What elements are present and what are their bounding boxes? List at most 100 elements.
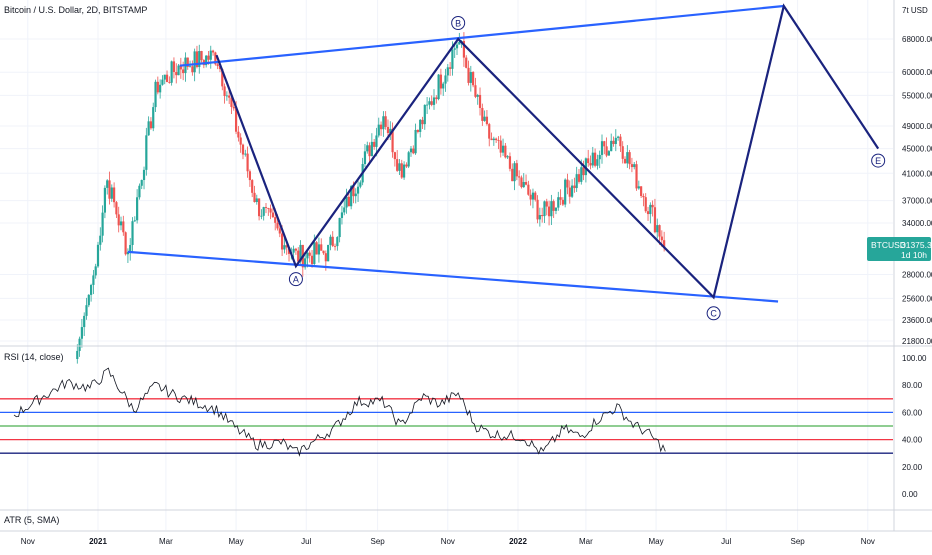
candle-body bbox=[99, 235, 102, 245]
candle-body bbox=[195, 51, 199, 68]
candle-body bbox=[283, 245, 286, 250]
candle-body bbox=[239, 137, 242, 145]
candle-body bbox=[527, 184, 530, 195]
candle-body bbox=[142, 169, 146, 181]
candle-body bbox=[660, 236, 663, 241]
badge-symbol: BTCUSD bbox=[871, 240, 906, 250]
candle-body bbox=[458, 41, 461, 45]
candle-body bbox=[552, 201, 555, 211]
candle-body bbox=[640, 186, 643, 196]
trendlines bbox=[127, 4, 784, 303]
candle-body bbox=[409, 148, 413, 153]
candle-body bbox=[545, 201, 548, 207]
candle-body bbox=[628, 152, 631, 165]
atr-label: ATR (5, SMA) bbox=[4, 515, 60, 525]
candle-body bbox=[626, 152, 629, 164]
candle-body bbox=[94, 266, 97, 276]
candle-body bbox=[338, 217, 341, 238]
candle-body bbox=[518, 176, 521, 178]
candle-body bbox=[191, 66, 194, 73]
candle-body bbox=[89, 284, 93, 295]
candle-body bbox=[414, 129, 417, 154]
candle-body bbox=[108, 180, 111, 199]
candle-body bbox=[131, 221, 134, 245]
rsi-tick-label: 40.00 bbox=[902, 436, 923, 445]
candle-body bbox=[603, 141, 606, 147]
candle-body bbox=[481, 107, 484, 121]
candle-body bbox=[529, 194, 532, 200]
candle-body bbox=[78, 338, 81, 351]
candle-body bbox=[113, 187, 116, 203]
candle-body bbox=[83, 315, 86, 328]
candle-body bbox=[237, 131, 240, 138]
candle-body bbox=[568, 187, 571, 197]
price-tick-label: 68000.00 bbox=[902, 35, 932, 44]
candle-body bbox=[274, 217, 277, 223]
candle-body bbox=[117, 214, 120, 226]
candle-body bbox=[402, 164, 406, 178]
candle-body bbox=[499, 140, 502, 153]
candle-body bbox=[336, 237, 339, 247]
candle-body bbox=[538, 215, 541, 220]
candle-body bbox=[469, 72, 472, 83]
candle-body bbox=[115, 202, 118, 215]
candle-body bbox=[476, 94, 479, 97]
candle-body bbox=[317, 244, 321, 255]
candle-body bbox=[140, 180, 143, 186]
candle-body bbox=[610, 140, 613, 152]
candle-body bbox=[455, 44, 459, 49]
price-tick-label: 37000.00 bbox=[902, 197, 932, 206]
candle-body bbox=[566, 179, 569, 188]
rsi-tick-label: 80.00 bbox=[902, 381, 923, 390]
candle-body bbox=[582, 167, 585, 176]
price-tick-label: 34000.00 bbox=[902, 219, 932, 228]
candle-body bbox=[520, 177, 523, 188]
candle-body bbox=[384, 116, 387, 127]
candle-body bbox=[449, 67, 452, 69]
candle-body bbox=[591, 152, 594, 166]
candle-body bbox=[186, 57, 189, 67]
candle-body bbox=[221, 69, 224, 87]
candle-body bbox=[327, 244, 330, 262]
candle-body bbox=[421, 119, 424, 125]
candle-body bbox=[589, 163, 592, 166]
candle-body bbox=[531, 192, 535, 200]
candle-body bbox=[400, 163, 403, 178]
candle-body bbox=[522, 182, 525, 188]
candle-body bbox=[87, 294, 90, 306]
candle-body bbox=[244, 153, 247, 155]
candle-body bbox=[366, 145, 369, 152]
candle-body bbox=[119, 221, 123, 226]
price-tick-label: 49000.00 bbox=[902, 122, 932, 131]
candle-body bbox=[412, 148, 415, 154]
candle-body bbox=[159, 84, 162, 93]
price-tick-label: 28000.00 bbox=[902, 271, 932, 280]
candle-body bbox=[207, 55, 210, 60]
wave-label-circle bbox=[451, 16, 466, 30]
time-tick-label: 2022 bbox=[509, 537, 527, 546]
candle-body bbox=[623, 158, 627, 164]
time-tick-label: Mar bbox=[579, 537, 593, 546]
candle-body bbox=[419, 119, 422, 132]
candle-body bbox=[580, 167, 583, 182]
time-tick-label: Nov bbox=[861, 537, 875, 546]
rsi-line bbox=[13, 367, 666, 457]
wave-lines: A B C E bbox=[215, 3, 886, 321]
candle-body bbox=[587, 158, 590, 164]
candle-body bbox=[96, 244, 100, 267]
candle-body bbox=[506, 156, 509, 158]
candle-body bbox=[564, 179, 567, 205]
candle-body bbox=[495, 138, 498, 141]
candle-body bbox=[444, 75, 447, 84]
candle-body bbox=[508, 156, 512, 169]
candle-body bbox=[485, 116, 489, 125]
candle-body bbox=[200, 51, 203, 61]
candle-body bbox=[370, 141, 373, 157]
candle-body bbox=[271, 212, 275, 218]
candle-body bbox=[80, 327, 83, 339]
candle-body bbox=[232, 106, 235, 109]
candle-body bbox=[497, 140, 500, 141]
candle-body bbox=[541, 215, 544, 217]
